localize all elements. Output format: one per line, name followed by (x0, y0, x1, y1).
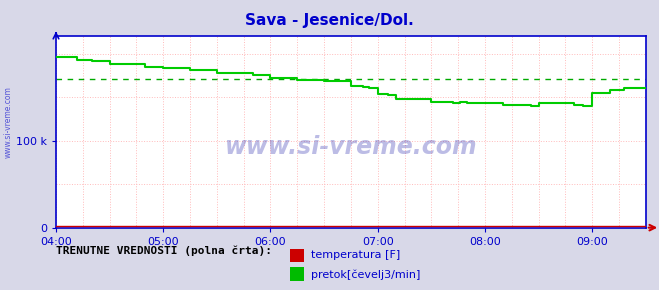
Text: www.si-vreme.com: www.si-vreme.com (3, 86, 13, 158)
Text: temperatura [F]: temperatura [F] (311, 251, 400, 260)
Text: pretok[čevelj3/min]: pretok[čevelj3/min] (311, 269, 420, 280)
Text: Sava - Jesenice/Dol.: Sava - Jesenice/Dol. (245, 13, 414, 28)
Text: TRENUTNE VREDNOSTI (polna črta):: TRENUTNE VREDNOSTI (polna črta): (56, 245, 272, 255)
Text: www.si-vreme.com: www.si-vreme.com (225, 135, 477, 159)
